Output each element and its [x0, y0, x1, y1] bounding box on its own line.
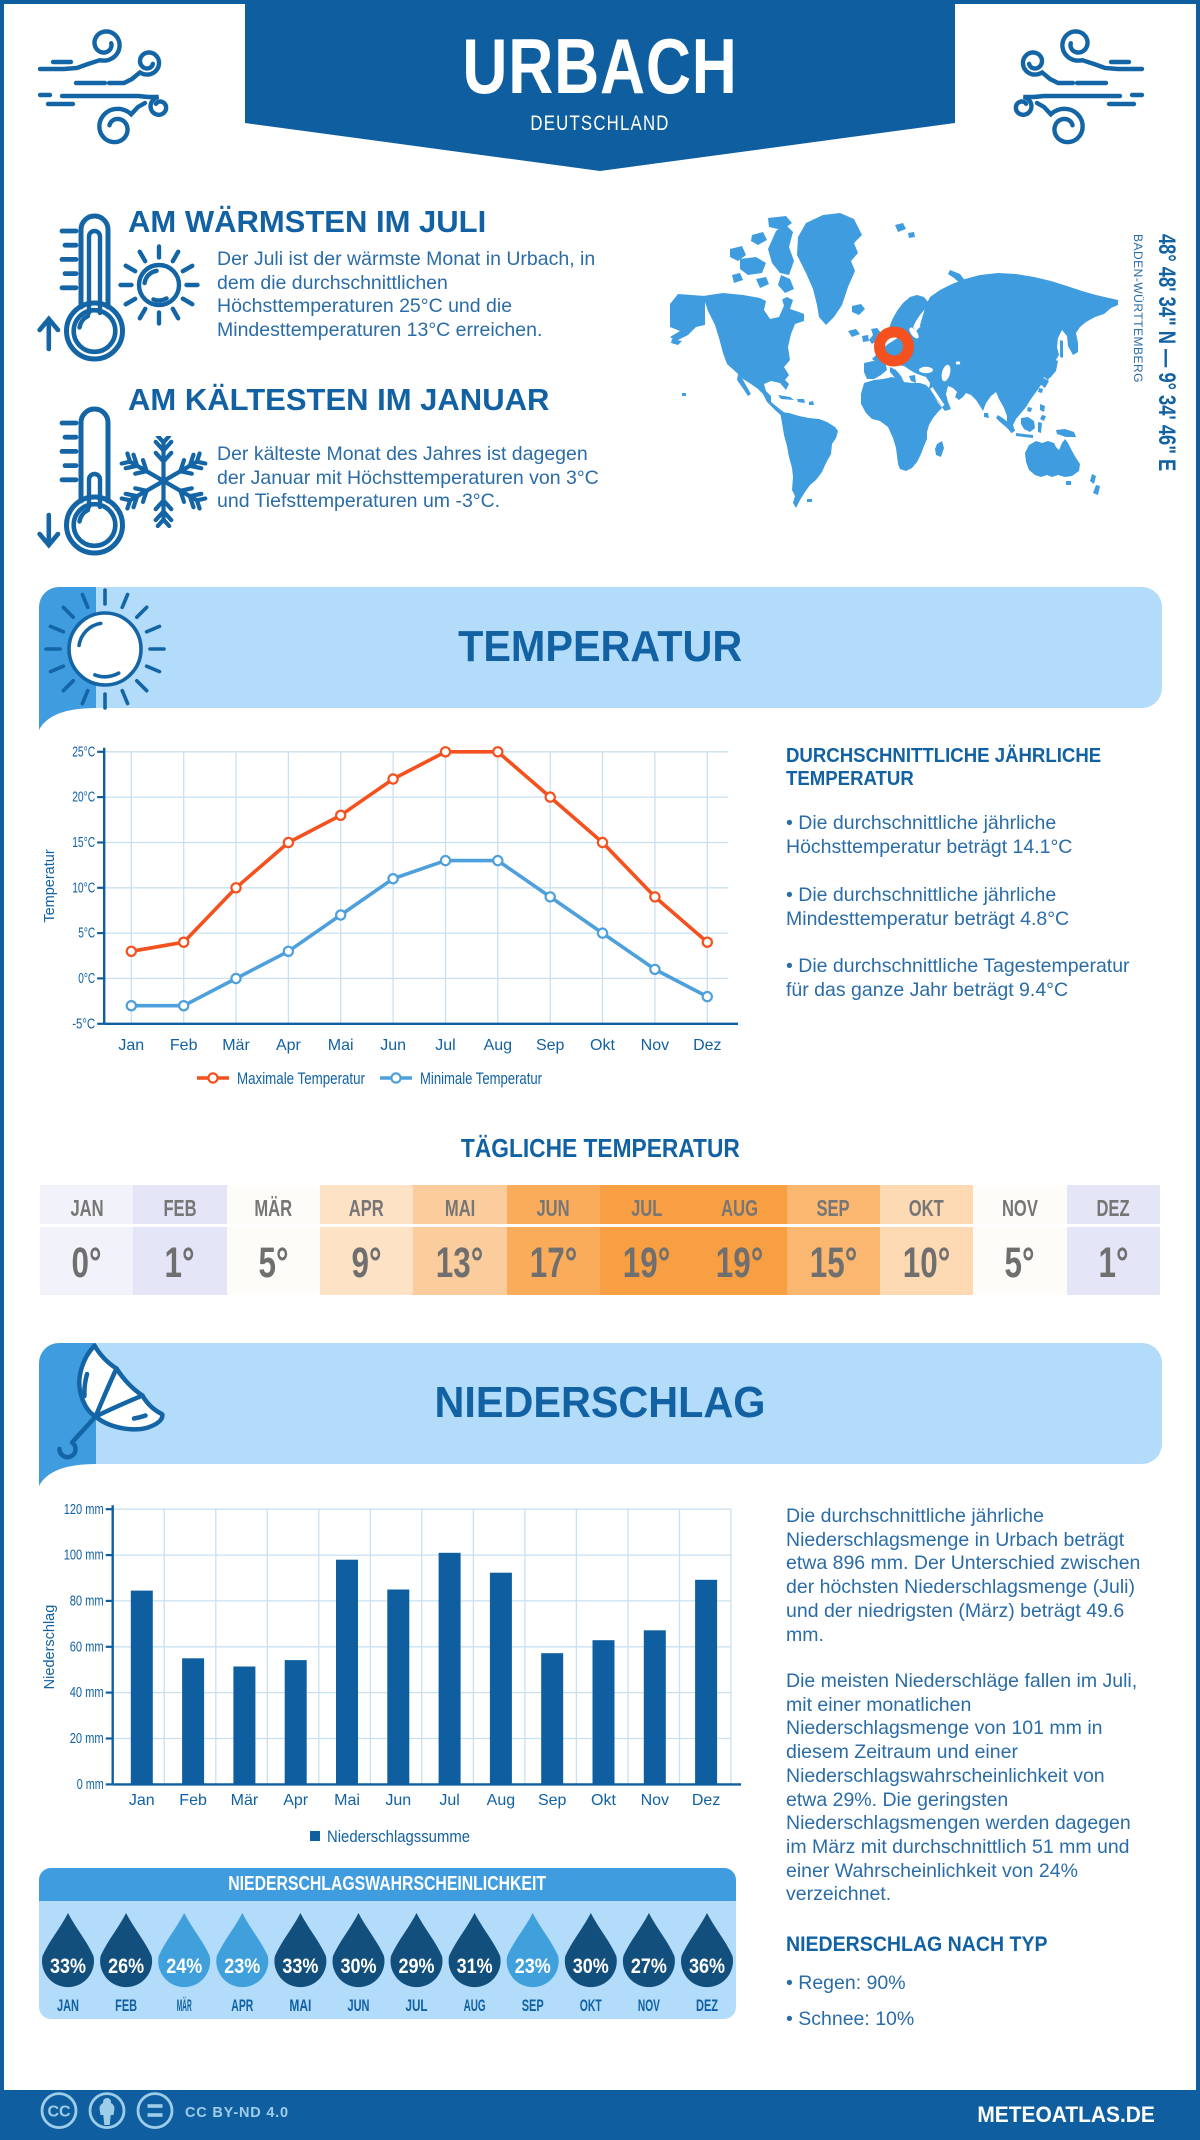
svg-text:Sep: Sep [536, 1037, 565, 1054]
svg-text:24%: 24% [166, 1955, 202, 1978]
svg-text:36%: 36% [689, 1955, 725, 1978]
svg-text:30%: 30% [341, 1955, 377, 1978]
svg-text:Mär: Mär [222, 1037, 250, 1054]
svg-text:33%: 33% [282, 1955, 318, 1978]
svg-text:Sep: Sep [538, 1792, 567, 1809]
svg-text:Jan: Jan [129, 1792, 155, 1809]
svg-text:AUG: AUG [464, 1997, 486, 2015]
svg-text:120 mm: 120 mm [64, 1502, 104, 1518]
svg-text:Mai: Mai [328, 1037, 354, 1054]
svg-text:60 mm: 60 mm [70, 1639, 104, 1655]
svg-text:Mai: Mai [334, 1792, 360, 1809]
svg-text:JUL: JUL [406, 1997, 428, 2015]
svg-text:Feb: Feb [170, 1037, 198, 1054]
svg-text:Mär: Mär [231, 1792, 259, 1809]
svg-text:29%: 29% [399, 1955, 435, 1978]
svg-text:Apr: Apr [276, 1037, 302, 1054]
svg-text:Jan: Jan [118, 1037, 144, 1054]
svg-text:Maximale Temperatur: Maximale Temperatur [237, 1070, 365, 1088]
svg-text:26%: 26% [108, 1955, 144, 1978]
svg-text:23%: 23% [515, 1955, 551, 1978]
svg-text:20°C: 20°C [72, 790, 95, 806]
svg-text:15°C: 15°C [72, 835, 95, 851]
svg-text:0°C: 0°C [78, 971, 95, 987]
svg-text:Jun: Jun [385, 1792, 411, 1809]
svg-text:DEZ: DEZ [696, 1997, 718, 2015]
svg-text:Aug: Aug [487, 1792, 515, 1809]
svg-text:31%: 31% [457, 1955, 493, 1978]
svg-text:SEP: SEP [522, 1997, 544, 2015]
svg-text:27%: 27% [631, 1955, 667, 1978]
svg-text:JUN: JUN [348, 1997, 370, 2015]
svg-text:80 mm: 80 mm [70, 1594, 104, 1610]
svg-text:25°C: 25°C [72, 744, 95, 760]
svg-text:0 mm: 0 mm [77, 1777, 104, 1793]
svg-text:Jul: Jul [439, 1792, 459, 1809]
svg-text:20 mm: 20 mm [70, 1731, 104, 1747]
svg-text:JAN: JAN [57, 1997, 79, 2015]
svg-text:10°C: 10°C [72, 880, 95, 896]
svg-text:-5°C: -5°C [72, 1016, 95, 1032]
svg-text:MÄR: MÄR [177, 1997, 192, 2015]
svg-text:Aug: Aug [484, 1037, 512, 1054]
svg-text:FEB: FEB [115, 1997, 137, 2015]
svg-text:Nov: Nov [641, 1792, 669, 1809]
svg-text:Okt: Okt [591, 1792, 616, 1809]
svg-text:Jun: Jun [380, 1037, 406, 1054]
svg-text:Niederschlag: Niederschlag [42, 1605, 58, 1690]
svg-text:33%: 33% [50, 1955, 86, 1978]
svg-text:100 mm: 100 mm [64, 1548, 104, 1564]
svg-text:NOV: NOV [638, 1997, 660, 2015]
svg-text:Dez: Dez [693, 1037, 721, 1054]
svg-text:APR: APR [231, 1997, 253, 2015]
svg-text:Niederschlagssumme: Niederschlagssumme [327, 1828, 470, 1846]
svg-text:30%: 30% [573, 1955, 609, 1978]
svg-text:Feb: Feb [179, 1792, 207, 1809]
svg-text:Minimale Temperatur: Minimale Temperatur [420, 1070, 542, 1088]
svg-text:Nov: Nov [641, 1037, 669, 1054]
svg-text:Apr: Apr [283, 1792, 309, 1809]
svg-text:Dez: Dez [692, 1792, 720, 1809]
svg-text:Temperatur: Temperatur [42, 849, 58, 923]
svg-text:23%: 23% [224, 1955, 260, 1978]
svg-text:CC: CC [47, 2104, 71, 2121]
svg-text:CC BY-ND 4.0: CC BY-ND 4.0 [185, 2105, 289, 2121]
svg-text:OKT: OKT [580, 1997, 602, 2015]
svg-text:40 mm: 40 mm [70, 1685, 104, 1701]
svg-text:MAI: MAI [289, 1997, 311, 2015]
svg-text:Jul: Jul [435, 1037, 455, 1054]
svg-text:5°C: 5°C [78, 926, 95, 942]
svg-text:Okt: Okt [590, 1037, 615, 1054]
